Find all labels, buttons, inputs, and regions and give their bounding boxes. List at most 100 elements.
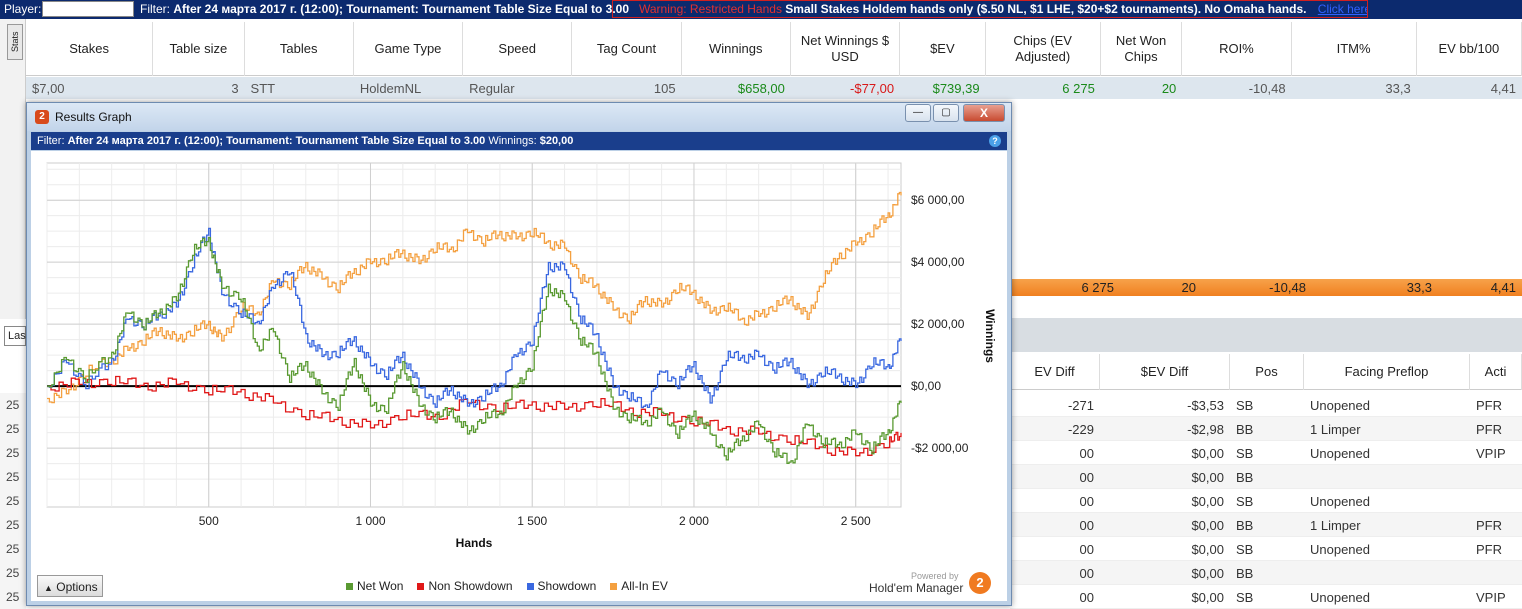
hm-logo-icon: 2 — [969, 572, 991, 594]
table-row[interactable]: 00 $0,00 SB Unopened VPIP — [1010, 441, 1522, 465]
table-row[interactable]: 00 $0,00 SB Unopened — [1010, 489, 1522, 513]
table-cell: $0,00 — [1191, 493, 1224, 509]
table-cell: BB — [1236, 469, 1254, 485]
maximize-button[interactable]: ▢ — [933, 104, 959, 122]
table-cell: 4,41 — [1490, 280, 1516, 295]
table-cell: STT — [250, 80, 276, 96]
minimize-button[interactable]: — — [905, 104, 931, 122]
table-cell: $739,39 — [932, 80, 980, 96]
series-line-non_showdown — [47, 375, 902, 457]
stats-tab[interactable]: Stats — [7, 24, 23, 60]
table-cell: BB — [1236, 565, 1254, 581]
table-cell: -10,48 — [1248, 80, 1286, 96]
x-axis-label: Hands — [456, 536, 493, 550]
table-cell: Regular — [469, 80, 515, 96]
series-line-net_won — [47, 237, 902, 464]
table-row[interactable]: 00 $0,00 SB Unopened PFR — [1010, 537, 1522, 561]
table-row[interactable]: 00 $0,00 BB 1 Limper PFR — [1010, 513, 1522, 537]
stats-summary-row[interactable]: 6 275 20 -10,48 33,3 4,41 — [1010, 279, 1522, 296]
last-tab[interactable]: Las — [4, 326, 26, 346]
table-cell: -$3,53 — [1187, 397, 1224, 413]
column-header[interactable]: Tag Count — [572, 22, 682, 76]
unlock-link[interactable]: Click here to unlock — [1317, 2, 1367, 16]
table-cell — [1470, 489, 1522, 513]
legend-label: Non Showdown — [428, 579, 513, 593]
row-prefix: 25 — [0, 417, 26, 441]
table-cell: -10,48 — [1269, 280, 1306, 295]
series-line-allin_ev — [47, 191, 902, 404]
results-chart: 500 1 000 1 500 2 000 2 500 $6 000,00 $4 000,0… — [46, 162, 997, 550]
column-header[interactable]: Net Winnings $ USD — [791, 22, 901, 76]
table-cell: SB — [1236, 589, 1254, 605]
y-tick-label: $6 000,00 — [911, 193, 965, 207]
legend-item[interactable]: All-In EV — [610, 579, 668, 593]
graph-filter-label: Filter: — [37, 135, 65, 147]
legend-swatch — [610, 582, 618, 590]
options-label: Options — [56, 580, 98, 594]
table-row[interactable]: 00 $0,00 BB — [1010, 561, 1522, 585]
legend-item[interactable]: Non Showdown — [417, 579, 513, 593]
table-cell: 33,3 — [1406, 280, 1432, 295]
column-header[interactable]: Stakes — [26, 22, 154, 76]
table-cell: 6 275 — [1062, 80, 1095, 96]
column-header[interactable]: Game Type — [354, 22, 464, 76]
column-header[interactable]: Winnings — [682, 22, 791, 76]
column-header[interactable]: Net Won Chips — [1101, 22, 1183, 76]
y-tick-label: $2 000,00 — [911, 317, 965, 331]
column-header[interactable]: Tables — [245, 22, 354, 76]
column-header[interactable]: EV bb/100 — [1417, 22, 1522, 76]
x-tick-label: 1 000 — [355, 514, 385, 528]
close-button[interactable]: X — [963, 104, 1005, 122]
column-header[interactable]: Chips (EV Adjusted) — [986, 22, 1101, 76]
legend-swatch — [526, 582, 534, 590]
stats-table-header: Stakes Table size Tables Game Type Speed Tag … — [26, 22, 1522, 76]
column-header[interactable]: $EV Diff — [1100, 354, 1230, 390]
filter-text: Filter: After 24 марта 2017 г. (12:00); … — [140, 2, 629, 16]
warning-text: Small Stakes Holdem hands only ($.50 NL,… — [785, 2, 1307, 16]
table-row[interactable]: 00 $0,00 BB — [1010, 465, 1522, 489]
table-cell: $0,00 — [1191, 517, 1224, 533]
table-cell: 00 — [1079, 589, 1094, 605]
table-cell: VPIP — [1476, 445, 1506, 461]
results-graph-window[interactable]: 2 Results Graph — ▢ X Filter: After 24 м… — [26, 102, 1012, 606]
row-prefix: 25 — [0, 585, 26, 609]
player-label: Player: — [4, 2, 42, 16]
table-cell: SB — [1236, 445, 1254, 461]
table-row[interactable]: 00 $0,00 SB Unopened VPIP — [1010, 585, 1522, 609]
column-header[interactable]: Acti — [1470, 354, 1522, 390]
table-row[interactable]: -229 -$2,98 BB 1 Limper PFR — [1010, 417, 1522, 441]
table-cell: 00 — [1079, 517, 1094, 533]
column-header[interactable]: Table size — [153, 22, 245, 76]
table-row[interactable]: -271 -$3,53 SB Unopened PFR — [1010, 393, 1522, 417]
table-cell: VPIP — [1476, 589, 1506, 605]
column-header[interactable]: Facing Preflop — [1304, 354, 1470, 390]
player-input[interactable] — [42, 1, 134, 17]
table-cell: 105 — [653, 80, 676, 96]
graph-filter-value: After 24 марта 2017 г. (12:00); Tourname… — [67, 135, 486, 147]
column-header[interactable]: ROI% — [1182, 22, 1292, 76]
help-icon[interactable]: ? — [989, 135, 1001, 147]
table-cell: Unopened — [1310, 541, 1370, 557]
table-cell: -229 — [1067, 421, 1094, 437]
row-prefix: 25 — [0, 393, 26, 417]
x-tick-label: 500 — [199, 514, 219, 528]
legend-item[interactable]: Showdown — [526, 579, 597, 593]
column-header[interactable]: ITM% — [1292, 22, 1417, 76]
table-cell: HoldemNL — [359, 80, 422, 96]
legend-item[interactable]: Net Won — [346, 579, 403, 593]
table-cell: PFR — [1476, 397, 1502, 413]
legend-label: All-In EV — [621, 579, 668, 593]
table-cell: -271 — [1067, 397, 1094, 413]
column-header[interactable]: EV Diff — [1010, 354, 1100, 390]
column-header[interactable]: Pos — [1230, 354, 1304, 390]
legend-label: Showdown — [537, 579, 597, 593]
table-cell: 4,41 — [1490, 80, 1516, 96]
column-header[interactable]: Speed — [463, 22, 573, 76]
column-header[interactable]: $EV — [900, 22, 986, 76]
options-button[interactable]: ▲ Options — [37, 575, 103, 597]
table-cell: -$2,98 — [1187, 421, 1224, 437]
stats-table-row[interactable]: $7,00 3 STT HoldemNL Regular 105 $658,00 -$77,0… — [26, 77, 1522, 99]
table-cell: BB — [1236, 421, 1254, 437]
window-titlebar[interactable]: 2 Results Graph — ▢ X — [27, 103, 1011, 131]
table-cell: Unopened — [1310, 589, 1370, 605]
